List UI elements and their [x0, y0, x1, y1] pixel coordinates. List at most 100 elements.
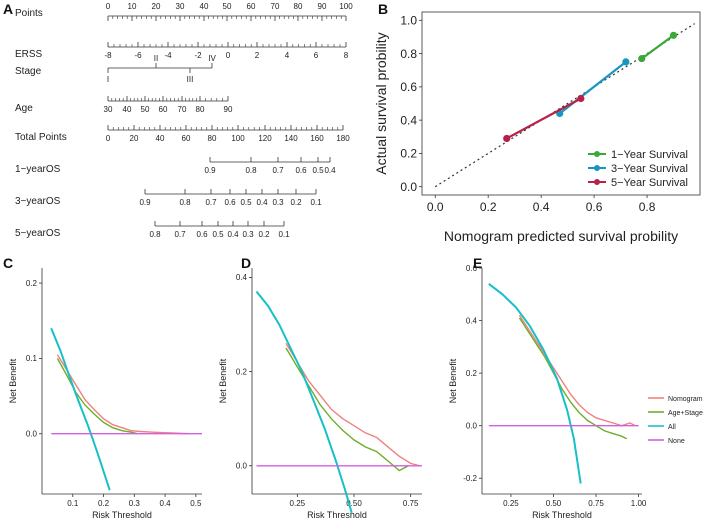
series-line — [56, 358, 138, 435]
dca-panel-d: 0.25 0.50 0.75 0.0 0.2 0.4 Risk Threshold Net B… — [218, 268, 422, 520]
nomogram-tick-label: -2 — [194, 51, 202, 60]
nomogram-tick-label: -4 — [164, 51, 172, 60]
nomogram-row-label: Points — [15, 8, 43, 19]
nomogram-tick-label: -8 — [104, 51, 112, 60]
x-tick-label: 0.4 — [533, 200, 550, 214]
nomogram-row-label: Total Points — [15, 132, 67, 143]
nomogram-tick-label: 0.3 — [242, 230, 254, 239]
x-tick-label: 0.5 — [190, 499, 202, 508]
x-axis-label: Risk Threshold — [532, 510, 592, 520]
nomogram-row-label: ERSS — [15, 49, 43, 60]
nomogram-tick-label: 0.8 — [245, 166, 257, 175]
x-tick-label: 0.0 — [427, 200, 444, 214]
y-tick-label: 0.0 — [26, 430, 38, 439]
nomogram-tick-label: 20 — [152, 2, 161, 11]
legend-label: None — [668, 438, 685, 445]
series-line — [488, 283, 582, 484]
nomogram-tick-label: 0.4 — [324, 166, 336, 175]
dca-panel-e: 0.25 0.50 0.75 1.00 -0.2 0.0 0.2 0.4 0.6 Risk Thr… — [448, 264, 703, 520]
y-tick-label: 0.0 — [236, 462, 248, 471]
nomogram-tick-label: 0.9 — [204, 166, 216, 175]
series-line — [506, 97, 582, 140]
nomogram-tick-label: 20 — [130, 134, 139, 143]
nomogram-tick-label: 4 — [285, 51, 290, 60]
y-tick-label: 0.0 — [400, 180, 417, 194]
series-line — [255, 290, 353, 514]
x-tick-label: 0.4 — [160, 499, 172, 508]
nomogram-tick-label: IV — [208, 54, 216, 63]
nomogram-tick-label: 70 — [178, 105, 187, 114]
series-line — [641, 34, 675, 60]
nomogram-tick-label: 80 — [294, 2, 303, 11]
y-tick-label: 0.2 — [236, 367, 248, 376]
legend-marker — [594, 165, 600, 171]
dca-panel-c: 0.1 0.2 0.3 0.4 0.5 0.0 0.1 0.2 Risk Threshold Ne… — [8, 268, 202, 520]
nomogram-tick-label: 30 — [176, 2, 185, 11]
nomogram-tick-label: 0.6 — [196, 230, 208, 239]
nomogram-tick-label: 0 — [106, 134, 111, 143]
panel-label-d: D — [241, 255, 251, 271]
y-tick-label: 0.6 — [466, 264, 478, 273]
calibration-panel: 0.0 0.2 0.4 0.6 0.8 0.0 0.2 0.4 0.6 0.8 1.0 Nomogra… — [373, 11, 701, 244]
x-tick-label: 0.25 — [503, 499, 519, 508]
x-tick-label: 0.1 — [67, 499, 79, 508]
y-tick-label: 1.0 — [400, 14, 417, 28]
nomogram-tick-label: 0 — [106, 2, 111, 11]
series-point — [638, 54, 646, 63]
nomogram-tick-label: 0.7 — [174, 230, 186, 239]
x-axis-label: Nomogram predicted survival probility — [444, 228, 678, 244]
nomogram-tick-label: 0.5 — [212, 230, 224, 239]
y-tick-label: 0.0 — [466, 421, 478, 430]
series-line — [518, 314, 636, 427]
y-tick-label: 0.2 — [400, 147, 417, 161]
nomogram-tick-label: 0.7 — [272, 166, 284, 175]
nomogram-tick-label: 30 — [104, 105, 113, 114]
series-point — [669, 31, 678, 39]
nomogram-tick-label: 0.2 — [290, 198, 302, 207]
y-tick-label: 0.4 — [466, 316, 478, 325]
series-line — [285, 342, 420, 467]
y-tick-label: 0.1 — [26, 354, 38, 363]
nomogram-tick-label: 0.5 — [240, 198, 252, 207]
nomogram-row-label: Age — [15, 103, 33, 114]
nomogram-tick-label: 6 — [314, 51, 319, 60]
x-axis-label: Risk Threshold — [92, 510, 152, 520]
nomogram-tick-label: 50 — [223, 2, 232, 11]
nomogram-tick-label: 100 — [231, 134, 245, 143]
legend-marker — [594, 179, 600, 185]
x-tick-label: 0.50 — [346, 499, 362, 508]
series-point — [577, 94, 585, 103]
nomogram-tick-label: 0.2 — [258, 230, 270, 239]
panel-label-b: B — [378, 1, 388, 17]
nomogram-tick-label: 0.4 — [227, 230, 239, 239]
nomogram-tick-label: 0.8 — [149, 230, 161, 239]
x-tick-label: 0.2 — [98, 499, 110, 508]
legend-label: Age+Stage — [668, 410, 703, 417]
legend-label: 5−Year Survival — [611, 177, 688, 189]
nomogram-tick-label: 2 — [255, 51, 260, 60]
nomogram-tick-label: 70 — [271, 2, 280, 11]
x-tick-label: 0.3 — [129, 499, 141, 508]
y-tick-label: -0.2 — [463, 474, 477, 483]
nomogram-tick-label: 0.1 — [310, 198, 322, 207]
y-tick-label: 0.2 — [26, 279, 38, 288]
y-tick-label: 0.6 — [400, 80, 417, 94]
nomogram-tick-label: 80 — [208, 134, 217, 143]
y-tick-label: 0.4 — [400, 113, 417, 127]
nomogram-tick-label: I — [107, 75, 109, 84]
nomogram-tick-label: 40 — [156, 134, 165, 143]
y-tick-label: 0.2 — [466, 369, 478, 378]
nomogram-row-label: Stage — [15, 66, 42, 77]
series-point — [503, 134, 511, 143]
nomogram-tick-label: 0.9 — [139, 198, 151, 207]
legend-label: 3−Year Survival — [611, 163, 688, 175]
nomogram-tick-label: 0.6 — [295, 166, 307, 175]
nomogram-tick-label: 0 — [226, 51, 231, 60]
y-tick-label: 0.4 — [236, 273, 248, 282]
legend-label: Nomogram — [668, 396, 703, 403]
nomogram-tick-label: 0.6 — [224, 198, 236, 207]
nomogram-tick-label: 60 — [159, 105, 168, 114]
panel-label-e: E — [473, 255, 482, 271]
